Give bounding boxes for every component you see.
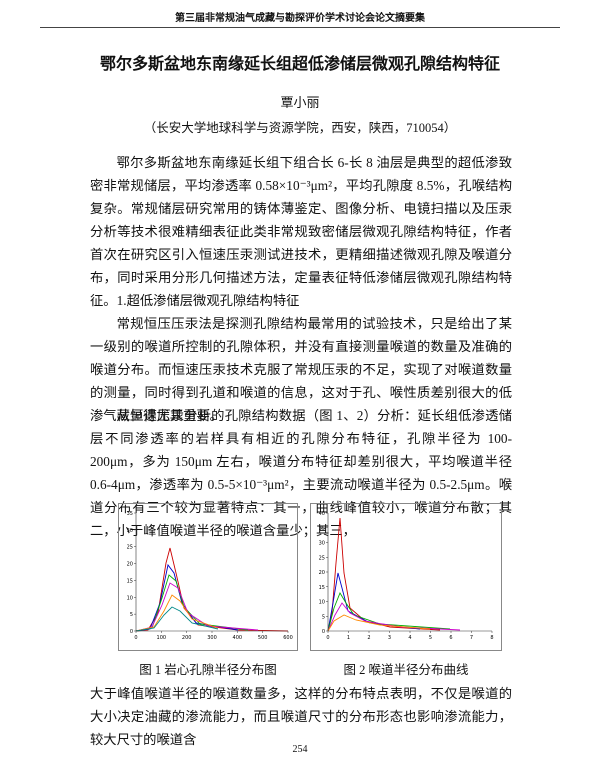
page-number: 254 (292, 744, 308, 755)
running-title: 第三届非常规油气成藏与勘探评价学术讨论会论文摘要集 (175, 13, 425, 24)
paragraph: 从恒速压汞分析的孔隙结构数据（图 1、2）分析：延长组低渗透储层不同渗透率的岩样… (90, 408, 512, 538)
x-tick-label: 600 (283, 635, 293, 641)
x-tick-label: 6 (449, 635, 452, 641)
x-tick-label: 500 (258, 635, 268, 641)
x-tick-label: 2 (367, 635, 370, 641)
x-tick-label: 3 (388, 635, 391, 641)
curve (135, 594, 219, 632)
x-tick-label: 400 (233, 635, 243, 641)
y-tick-label: 35 (319, 526, 325, 532)
y-tick-label: 35 (127, 511, 133, 517)
curves (135, 547, 289, 632)
paragraph: 大于峰值喉道半径的喉道数量多，这样的分布特点表明，不仅是喉道的大小决定油藏的渗流… (90, 686, 512, 747)
y-tick-label: 15 (127, 578, 133, 584)
x-tick-label: 5 (429, 635, 432, 641)
y-tick-label: 5 (130, 612, 133, 618)
curves (327, 517, 461, 632)
x-tick-label: 0 (134, 635, 137, 641)
y-tick-label: 20 (319, 570, 325, 576)
y-tick-label: 30 (127, 528, 133, 534)
curve (327, 517, 441, 632)
figure-frame (310, 503, 502, 651)
curve (327, 614, 431, 632)
x-tick-label: 7 (470, 635, 473, 641)
figure-2-chart: 0 1 2 3 4 5 6 7 8 0 5 10 15 20 25 30 35 40 (310, 503, 502, 651)
y-tick-label: 25 (319, 555, 325, 561)
curve (135, 606, 219, 632)
y-tick-label: 25 (127, 545, 133, 551)
paragraph: 鄂尔多斯盆地东南缘延长组下组合长 6-长 8 油层是典型的超低渗致密非常规储层，… (90, 155, 512, 308)
x-tick-label: 300 (207, 635, 217, 641)
figure-1-chart: 0 100 200 300 400 500 600 0 5 10 15 20 25 30 35 (118, 503, 298, 651)
affiliation: （长安大学地球科学与资源学院，西安，陕西，710054） (143, 121, 457, 135)
header-rule (40, 27, 560, 28)
y-tick-label: 10 (319, 600, 325, 606)
y-tick-label: 10 (127, 595, 133, 601)
figure-frame (118, 503, 298, 651)
y-tick-label: 5 (322, 614, 325, 620)
section-heading: 1.超低渗储层微观孔隙结构特征 (116, 293, 300, 308)
y-tick-label: 30 (319, 541, 325, 547)
y-tick-label: 0 (130, 629, 133, 635)
x-tick-label: 8 (490, 635, 493, 641)
x-tick-label: 100 (157, 635, 167, 641)
figure-caption: 图 1 岩心孔隙半径分布图 (139, 663, 277, 677)
paragraph: 常规恒压压汞法是探测孔隙结构最常用的试验技术，只是给出了某一级别的喉道所控制的孔… (90, 316, 512, 423)
x-tick-label: 200 (182, 635, 192, 641)
y-tick-label: 0 (322, 629, 325, 635)
title: 鄂尔多斯盆地东南缘延长组超低渗储层微观孔隙结构特征 (99, 56, 500, 73)
y-tick-label: 15 (319, 585, 325, 591)
y-tick-label: 20 (127, 562, 133, 568)
author: 覃小丽 (280, 95, 320, 110)
y-tick-label: 40 (319, 511, 325, 517)
curve (135, 563, 239, 632)
x-tick-label: 0 (326, 635, 329, 641)
x-tick-label: 4 (408, 635, 411, 641)
figure-caption: 图 2 喉道半径分布曲线 (343, 663, 469, 677)
x-tick-label: 1 (347, 635, 350, 641)
